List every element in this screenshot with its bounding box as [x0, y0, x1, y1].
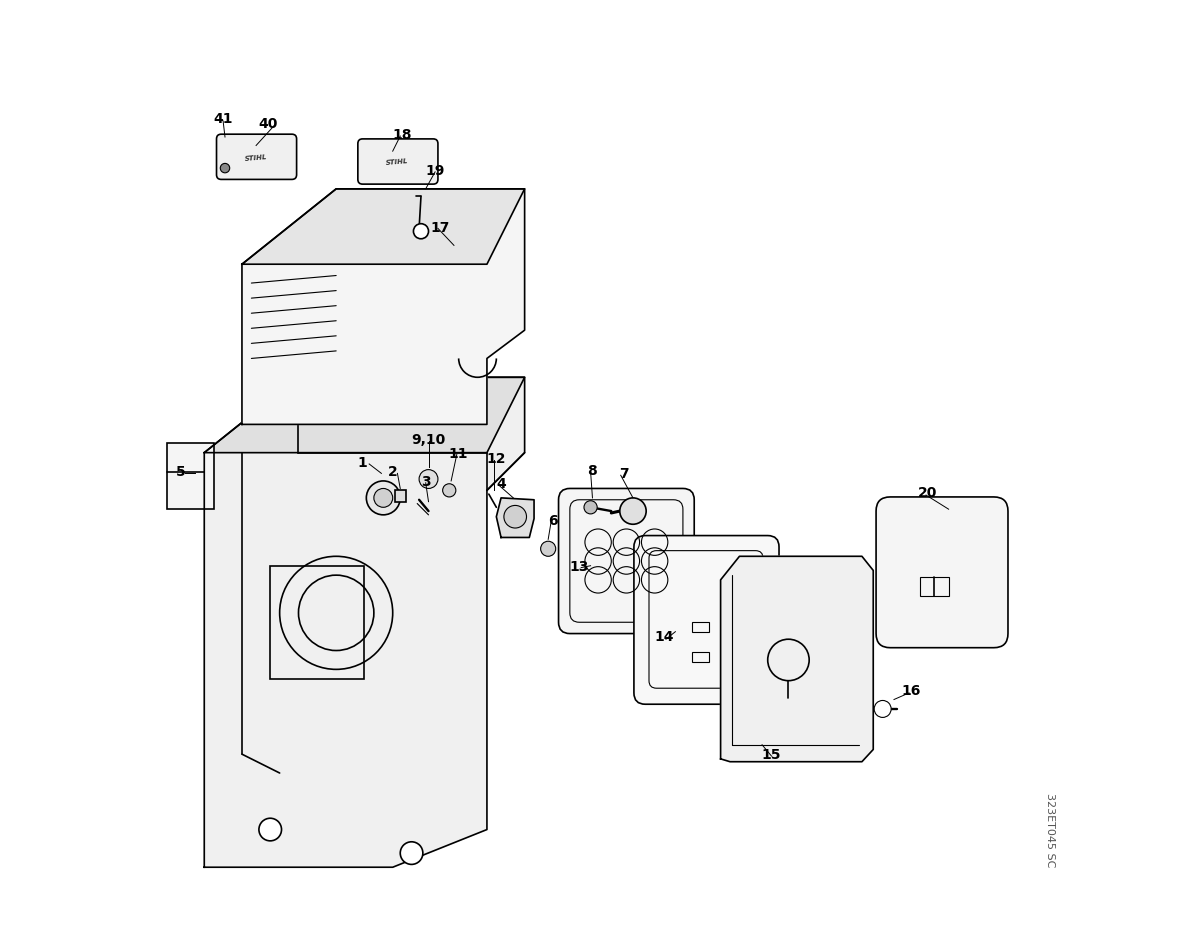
- Text: 3: 3: [421, 475, 431, 488]
- Text: STIHL: STIHL: [245, 154, 268, 161]
- Circle shape: [619, 498, 646, 525]
- Circle shape: [221, 164, 229, 174]
- Circle shape: [419, 470, 438, 489]
- Circle shape: [504, 506, 527, 529]
- Text: 12: 12: [487, 452, 506, 465]
- Text: 20: 20: [918, 486, 937, 499]
- Circle shape: [401, 842, 422, 865]
- Circle shape: [374, 489, 392, 508]
- Circle shape: [259, 818, 282, 841]
- Polygon shape: [242, 190, 524, 425]
- Polygon shape: [204, 378, 524, 868]
- Text: 14: 14: [654, 630, 674, 644]
- Bar: [692, 652, 709, 662]
- Text: 17: 17: [430, 220, 450, 234]
- Text: 2: 2: [388, 465, 397, 479]
- Circle shape: [366, 481, 401, 515]
- Polygon shape: [204, 378, 524, 453]
- Text: 1: 1: [358, 456, 367, 469]
- Text: 4: 4: [496, 477, 506, 490]
- Polygon shape: [721, 557, 874, 762]
- Bar: [395, 491, 406, 502]
- Text: 16: 16: [901, 683, 920, 698]
- FancyBboxPatch shape: [876, 497, 1008, 648]
- FancyBboxPatch shape: [558, 489, 695, 633]
- Bar: [270, 566, 365, 679]
- Circle shape: [541, 542, 556, 557]
- FancyBboxPatch shape: [634, 536, 779, 704]
- Text: 13: 13: [570, 559, 589, 573]
- Circle shape: [874, 700, 892, 717]
- Text: 5: 5: [176, 465, 186, 479]
- FancyBboxPatch shape: [216, 135, 296, 180]
- Text: 41: 41: [214, 112, 233, 126]
- Text: 19: 19: [426, 164, 445, 177]
- Text: 15: 15: [762, 748, 781, 762]
- Text: 11: 11: [449, 447, 468, 460]
- Text: 6: 6: [548, 514, 558, 528]
- Text: 8: 8: [588, 464, 598, 477]
- FancyBboxPatch shape: [358, 140, 438, 185]
- Polygon shape: [242, 190, 524, 265]
- Polygon shape: [497, 498, 534, 538]
- Bar: [692, 623, 709, 632]
- Text: 40: 40: [259, 117, 278, 130]
- Text: 18: 18: [392, 128, 412, 142]
- Circle shape: [443, 484, 456, 497]
- Circle shape: [414, 225, 428, 240]
- Text: 7: 7: [619, 467, 629, 480]
- Circle shape: [584, 501, 598, 514]
- Bar: [920, 578, 949, 597]
- Text: 323ET045 SC: 323ET045 SC: [1045, 793, 1055, 867]
- Text: 9,10: 9,10: [412, 432, 445, 447]
- Bar: [167, 444, 214, 510]
- Text: STIHL: STIHL: [386, 159, 409, 166]
